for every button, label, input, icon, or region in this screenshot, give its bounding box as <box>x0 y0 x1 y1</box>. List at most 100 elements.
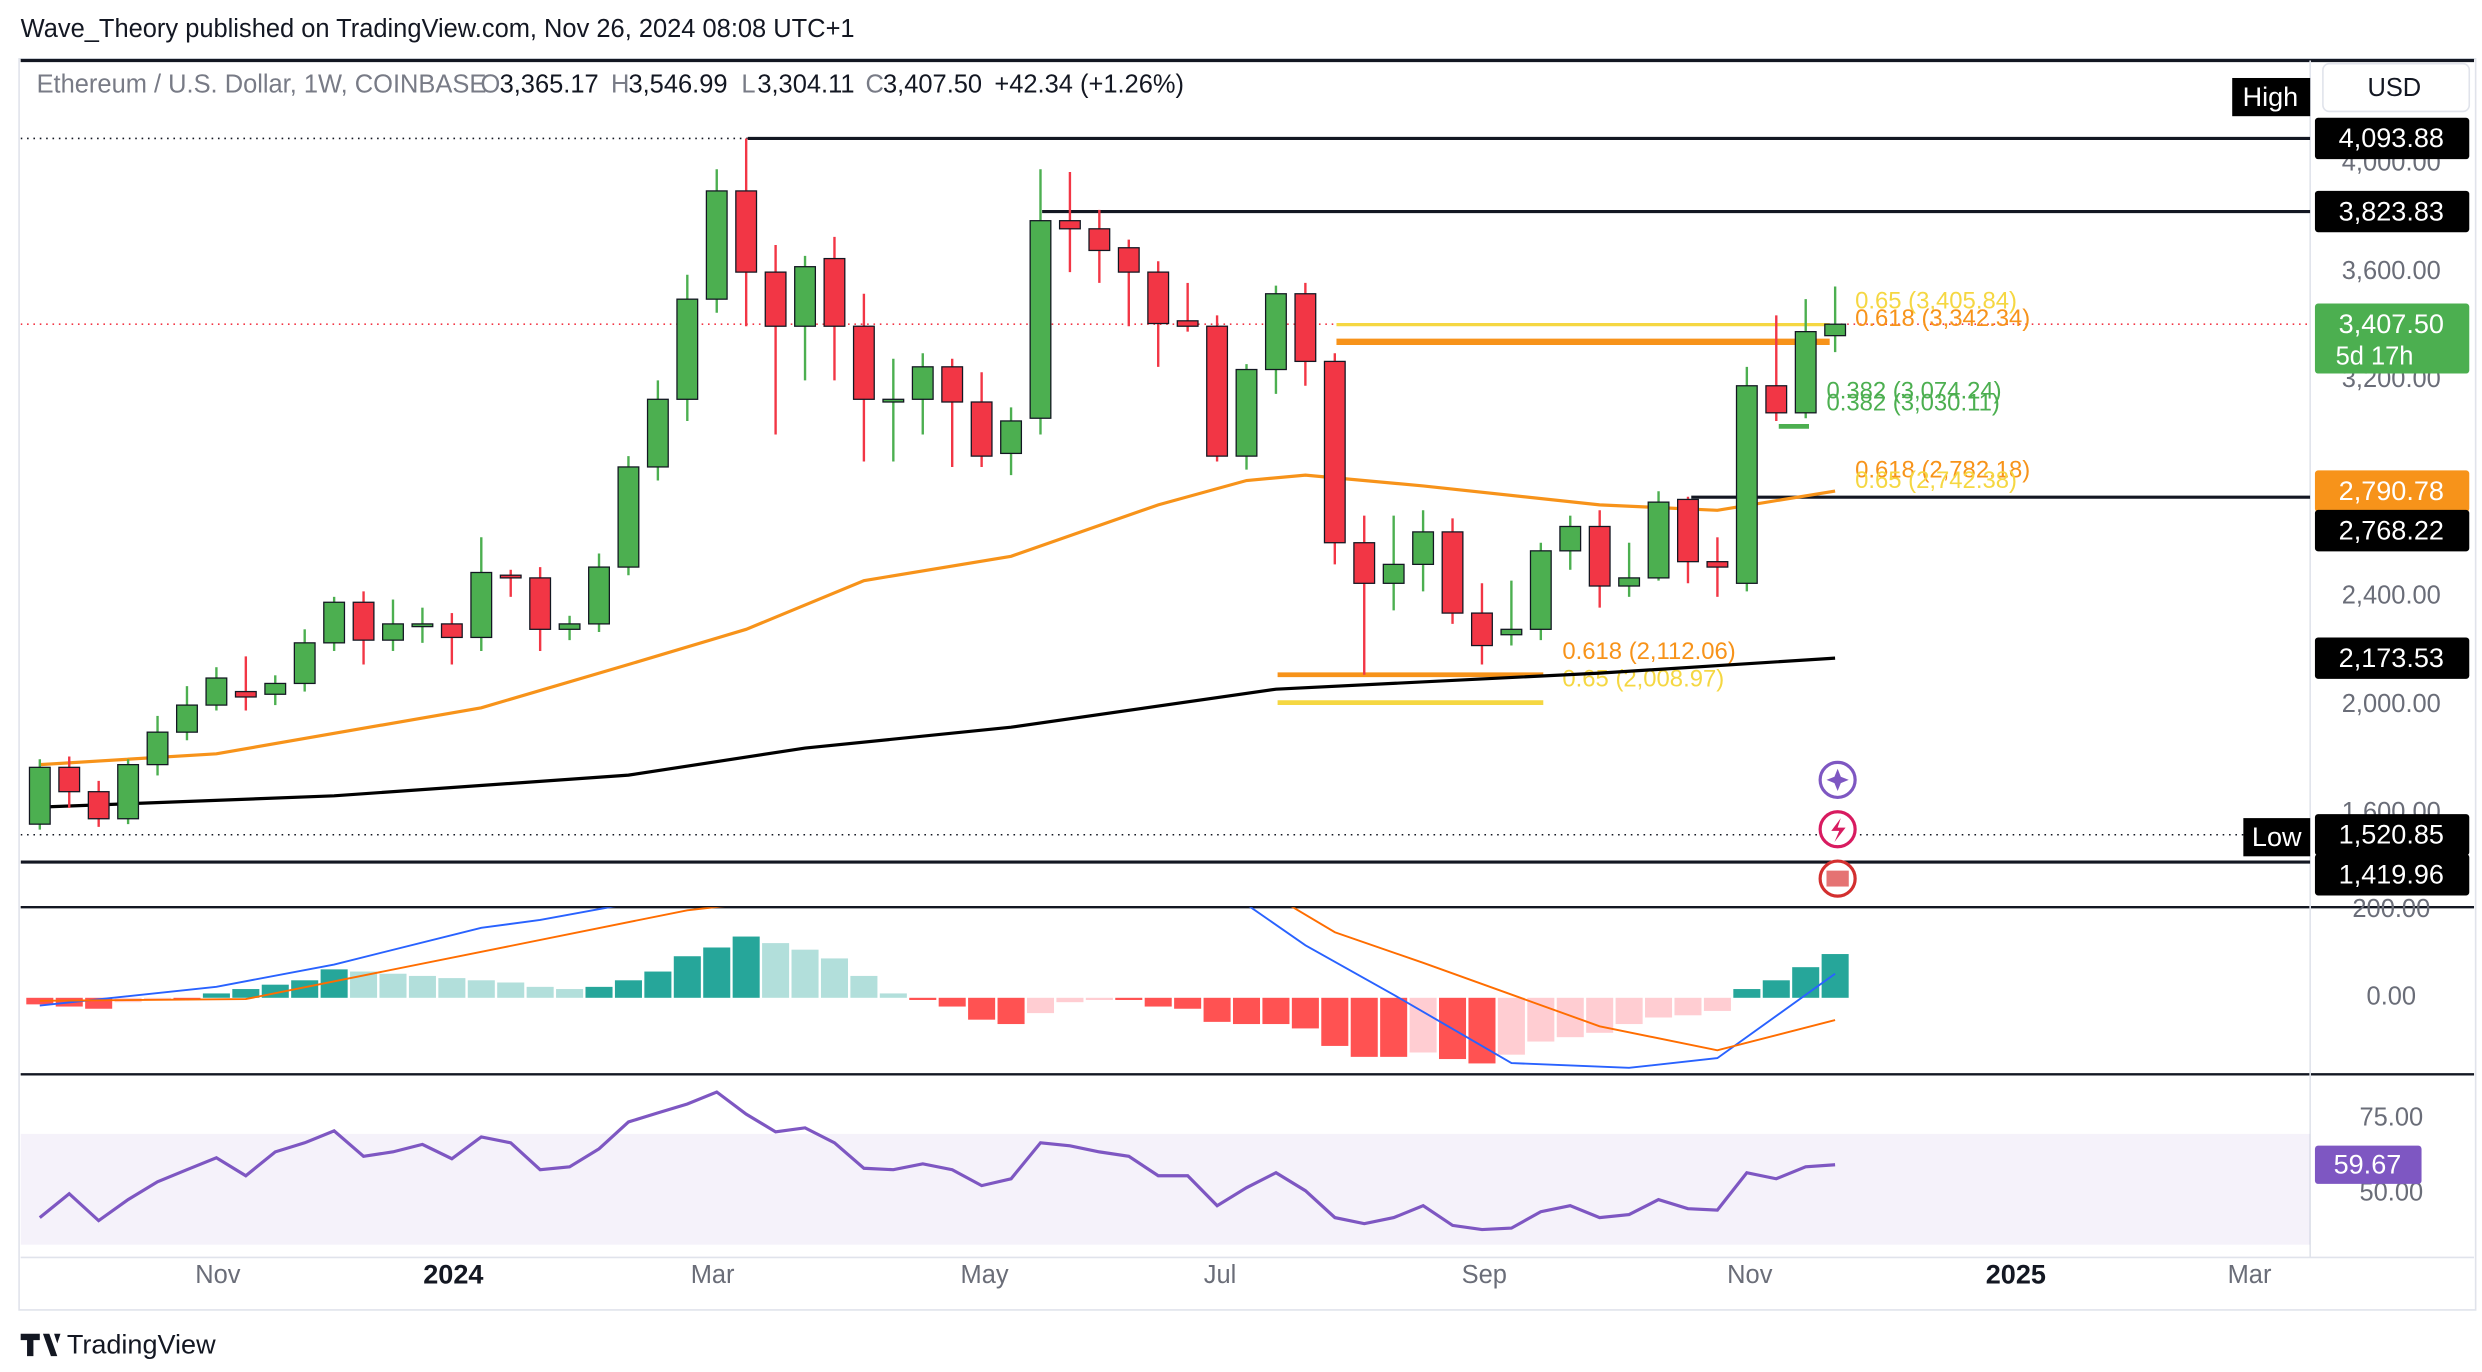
candle-body <box>58 766 81 793</box>
candle-body <box>1117 247 1140 273</box>
macd-bar <box>526 986 554 998</box>
candle-body <box>1706 561 1729 568</box>
candle-body <box>1824 323 1847 337</box>
candle-body <box>411 623 434 628</box>
macd-bar <box>1350 997 1378 1057</box>
price-tag-label: 3,823.83 <box>2339 196 2444 226</box>
price-tag <box>2314 637 2470 679</box>
x-tick-label: Sep <box>1462 1261 1507 1289</box>
y-tick-label: 2,000.00 <box>2342 690 2441 718</box>
macd-bar <box>1291 997 1319 1029</box>
macd-pane <box>26 907 1849 1069</box>
macd-bar <box>379 973 407 998</box>
candle-body <box>175 704 198 733</box>
candle-body <box>352 601 375 641</box>
ohlc-value: 3,365.17 <box>500 71 599 99</box>
candle-body <box>1500 628 1523 636</box>
price-tag-label: 4,093.88 <box>2339 123 2444 153</box>
candle-body <box>28 766 51 825</box>
candle-body <box>264 682 287 695</box>
price-tag-label: 3,407.50 <box>2339 309 2444 339</box>
x-tick-label: Jul <box>1204 1261 1237 1289</box>
candle-body <box>1058 220 1081 230</box>
candle-body <box>1618 577 1641 587</box>
candle-body <box>529 577 552 630</box>
candle-body <box>1794 331 1817 414</box>
macd-bar <box>497 982 525 998</box>
macd-bar <box>673 956 701 998</box>
candle-body <box>764 271 787 327</box>
candle-body <box>1412 531 1435 566</box>
y-tick-label: 75.00 <box>2359 1104 2423 1132</box>
macd-bar <box>1645 997 1673 1018</box>
publisher-line: Wave_Theory published on TradingView.com… <box>21 15 855 43</box>
candle-body <box>823 257 846 327</box>
ohlc-key: C <box>866 71 884 99</box>
candle-body <box>1294 293 1317 363</box>
macd-bar <box>1203 997 1231 1022</box>
macd-bar <box>1380 997 1408 1057</box>
candle-body <box>1088 228 1111 252</box>
candle-body <box>146 731 169 766</box>
macd-bar <box>1733 989 1761 998</box>
candle-body <box>852 325 875 400</box>
x-tick-label: Mar <box>691 1261 735 1289</box>
candle-body <box>1765 385 1788 414</box>
macd-bar <box>1615 997 1643 1025</box>
indicator-icons <box>1818 760 1857 898</box>
candle-body <box>205 677 228 706</box>
macd-bar <box>291 980 319 998</box>
rsi-line <box>38 1090 1836 1232</box>
rsi-tag <box>2314 1145 2422 1184</box>
ohlc-key: O <box>480 71 500 99</box>
price-tag <box>2314 303 2470 374</box>
macd-bar <box>762 943 790 998</box>
brand-name: TradingView <box>67 1330 216 1360</box>
price-tag <box>2314 470 2470 512</box>
price-tag-label: 2,173.53 <box>2339 643 2444 673</box>
macd-bar <box>585 986 613 998</box>
candle-body <box>1029 220 1052 419</box>
x-tick-label: May <box>961 1261 1009 1289</box>
candle-body <box>323 601 346 644</box>
macd-bar <box>791 949 819 998</box>
macd-bar <box>1085 997 1113 1000</box>
indicator-line <box>39 473 1836 767</box>
candle-body <box>558 623 581 630</box>
price-pane: 0.65 (3,405.84)0.618 (3,342.34) 0.382 (3,… <box>20 136 2311 864</box>
y-tick-label: 0.00 <box>2367 983 2417 1011</box>
ohlc-value: 3,304.11 <box>757 71 854 99</box>
macd-bar <box>1674 997 1702 1016</box>
macd-bar <box>1792 967 1820 998</box>
candle-body <box>1176 320 1199 327</box>
macd-bar <box>850 975 878 998</box>
ohlc-key: L <box>741 71 755 99</box>
high-label: High <box>2243 82 2299 112</box>
macd-bar <box>703 947 731 998</box>
ohlc-value: +42.34 (+1.26%) <box>994 71 1184 99</box>
candle-body <box>440 623 463 639</box>
candle-body <box>1382 563 1405 584</box>
price-tag-label: 2,790.78 <box>2339 476 2444 506</box>
ohlc-value: 3,546.99 <box>628 71 727 99</box>
candle-body <box>87 791 110 820</box>
candle-body <box>470 571 493 639</box>
macd-bar <box>732 936 760 998</box>
currency-button[interactable] <box>2322 62 2471 113</box>
macd-bar <box>438 978 466 998</box>
macd-bar <box>644 971 672 998</box>
candle-body <box>1677 498 1699 563</box>
fib-label: 0.618 (2,782.18) <box>1855 456 2030 483</box>
candle-body <box>646 398 669 468</box>
candle-body <box>911 366 934 400</box>
x-tick-label: Nov <box>195 1261 241 1289</box>
candle-body <box>234 690 257 698</box>
macd-bar <box>1026 997 1055 1014</box>
macd-bar <box>968 997 996 1020</box>
currency[interactable]: USD <box>2367 74 2421 102</box>
macd-bar <box>1262 997 1290 1025</box>
rsi-band <box>20 1133 2311 1245</box>
macd-bar <box>879 993 907 998</box>
